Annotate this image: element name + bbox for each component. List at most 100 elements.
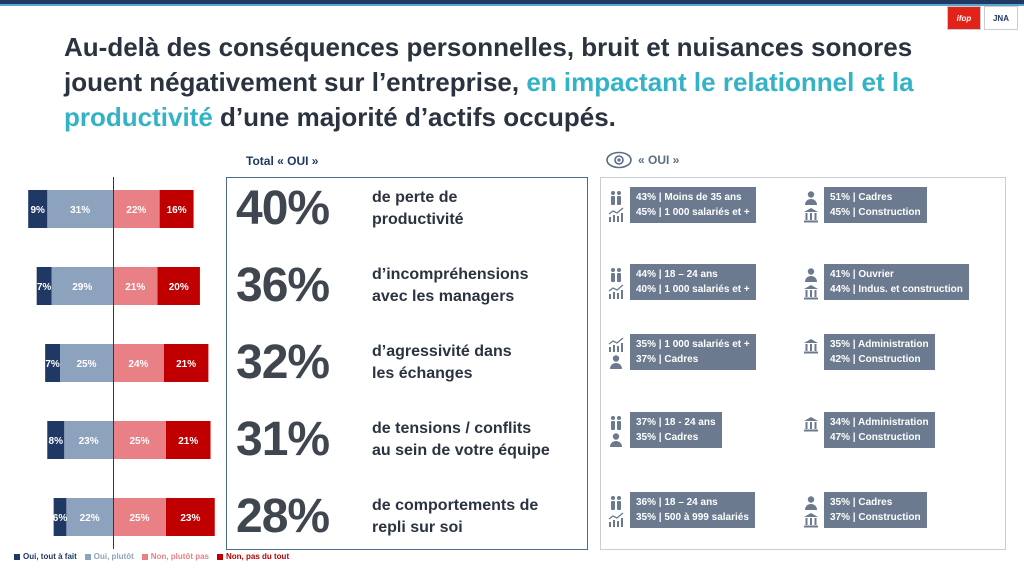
profile-box: 35% | Administration 42% | Construction bbox=[824, 334, 935, 370]
legend-swatch bbox=[14, 553, 20, 560]
bar-value-label: 16% bbox=[167, 205, 187, 216]
bar-segment bbox=[60, 344, 113, 382]
bar-value-label: 21% bbox=[125, 282, 145, 293]
building-icon bbox=[803, 284, 819, 300]
stat-description: de perte de productivité bbox=[372, 187, 582, 231]
profile-line: 42% | Construction bbox=[830, 354, 921, 365]
bar-value-label: 22% bbox=[126, 205, 146, 216]
profile-box: 41% | Ouvrier 44% | Indus. et constructio… bbox=[824, 264, 969, 300]
bar-segment bbox=[113, 421, 166, 459]
person-icon bbox=[608, 432, 624, 448]
profile-line: 45% | 1 000 salariés et + bbox=[636, 207, 750, 218]
bar-segment bbox=[113, 344, 164, 382]
bar-value-label: 8% bbox=[49, 436, 64, 447]
people-icon bbox=[608, 495, 624, 511]
profile-box: 44% | 18 – 24 ans 40% | 1 000 salariés et… bbox=[630, 264, 756, 300]
bar-segment bbox=[47, 190, 113, 228]
totals-box bbox=[226, 177, 588, 550]
profile-box: 36% | 18 – 24 ans 35% | 500 à 999 salarié… bbox=[630, 492, 755, 528]
bar-segment bbox=[113, 190, 160, 228]
page-title: Au-delà des conséquences personnelles, b… bbox=[64, 30, 964, 135]
stat-description: d’incompréhensions avec les managers bbox=[372, 264, 582, 308]
bar-value-label: 23% bbox=[79, 436, 99, 447]
headline-part1: Au-delà des conséquences personnelles, b… bbox=[64, 32, 913, 97]
building-icon bbox=[803, 207, 819, 223]
profile-box: 51% | Cadres 45% | Construction bbox=[824, 187, 927, 223]
stat-description-line: de tensions / conflits bbox=[372, 420, 532, 437]
bar-value-label: 29% bbox=[72, 282, 92, 293]
chart-zero-line bbox=[113, 177, 114, 549]
person-icon bbox=[803, 190, 819, 206]
stat-description: de comportements de repli sur soi bbox=[372, 495, 582, 539]
legend-swatch bbox=[141, 553, 148, 560]
bar-value-label: 20% bbox=[169, 282, 189, 293]
profile-line: 35% | Cadres bbox=[636, 432, 699, 443]
bar-value-label: 21% bbox=[176, 359, 196, 370]
people-icon bbox=[608, 190, 624, 206]
profile-line: 36% | 18 – 24 ans bbox=[636, 497, 718, 508]
stat-description-line: de comportements de bbox=[372, 497, 539, 514]
stat-description-line: productivité bbox=[372, 211, 464, 228]
stat-description-line: au sein de votre équipe bbox=[372, 442, 550, 459]
headline-highlight: en impactant le relationnel et la produc… bbox=[64, 67, 914, 132]
stat-value: 40% bbox=[236, 182, 330, 235]
profile-box: 37% | 18 - 24 ans 35% | Cadres bbox=[630, 412, 722, 448]
legend-label: Oui, plutôt bbox=[93, 552, 134, 561]
stat-description-line: avec les managers bbox=[372, 288, 515, 305]
stat-value: 32% bbox=[236, 336, 330, 389]
bar-segment bbox=[64, 421, 113, 459]
chart-icon bbox=[608, 284, 624, 300]
top-accent-bar bbox=[0, 4, 1024, 6]
person-icon bbox=[803, 267, 819, 283]
legend-label: Non, pas du tout bbox=[226, 552, 290, 561]
headline-part2: d’une majorité d’actifs occupés. bbox=[212, 102, 616, 132]
chart-icon bbox=[608, 512, 624, 528]
profile-line: 40% | 1 000 salariés et + bbox=[636, 284, 750, 295]
eye-icon bbox=[606, 151, 632, 169]
bar-segment bbox=[36, 267, 52, 305]
stat-description-line: repli sur soi bbox=[372, 519, 463, 536]
profile-line: 35% | Administration bbox=[830, 339, 929, 350]
stat-description: de tensions / conflits au sein de votre é… bbox=[372, 418, 582, 462]
total-oui-label: Total « OUI » bbox=[246, 154, 319, 168]
building-icon bbox=[803, 338, 819, 354]
bar-segment bbox=[66, 498, 113, 536]
chart-icon bbox=[608, 207, 624, 223]
profile-line: 43% | Moins de 35 ans bbox=[636, 192, 742, 203]
bar-value-label: 23% bbox=[180, 513, 200, 524]
eye-oui-label: « OUI » bbox=[638, 153, 680, 167]
stat-description-line: les échanges bbox=[372, 365, 473, 382]
person-icon bbox=[608, 354, 624, 370]
bar-value-label: 7% bbox=[45, 359, 60, 370]
jna-logo: JNA bbox=[984, 6, 1018, 30]
eye-header: « OUI » bbox=[606, 151, 679, 169]
chart-legend: Oui, tout à fait Oui, plutôt Non, plutôt… bbox=[14, 552, 289, 561]
stacked-bar-chart: 31% 9% 22% 16% 29% 7% 21% 20% 25% 7% 24% 21% 23% 8% 25… bbox=[28, 190, 215, 536]
bar-value-label: 7% bbox=[37, 282, 52, 293]
profile-box: 43% | Moins de 35 ans 45% | 1 000 salarié… bbox=[630, 187, 756, 223]
stat-value: 28% bbox=[236, 490, 330, 543]
bar-value-label: 6% bbox=[53, 513, 68, 524]
bar-segment bbox=[45, 344, 60, 382]
building-icon bbox=[803, 416, 819, 432]
bar-segment bbox=[47, 421, 65, 459]
stat-description-line: d’agressivité dans bbox=[372, 343, 512, 360]
profile-box: 35% | 1 000 salariés et + 37% | Cadres bbox=[630, 334, 756, 370]
legend-label: Oui, tout à fait bbox=[23, 552, 77, 561]
bar-value-label: 21% bbox=[178, 436, 198, 447]
building-icon bbox=[803, 512, 819, 528]
profile-line: 37% | Cadres bbox=[636, 354, 699, 365]
top-bar bbox=[0, 0, 1024, 4]
bar-segment bbox=[113, 267, 158, 305]
profile-line: 37% | Construction bbox=[830, 512, 921, 523]
bar-segment bbox=[166, 498, 215, 536]
legend-item: Non, plutôt pas bbox=[141, 552, 209, 561]
profile-line: 35% | Cadres bbox=[830, 497, 893, 508]
profile-line: 35% | 1 000 salariés et + bbox=[636, 339, 750, 350]
people-icon bbox=[608, 267, 624, 283]
people-icon bbox=[608, 415, 624, 431]
profile-line: 37% | 18 - 24 ans bbox=[636, 417, 716, 428]
bar-segment bbox=[163, 344, 209, 382]
stat-description-line: d’incompréhensions bbox=[372, 266, 529, 283]
profiles-box bbox=[600, 177, 1006, 550]
